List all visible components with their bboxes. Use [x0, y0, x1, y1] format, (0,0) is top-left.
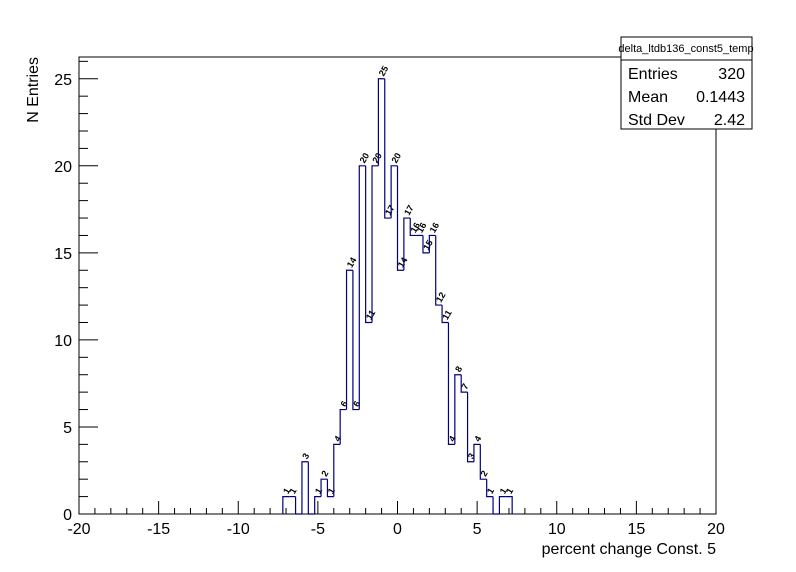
histogram-bin — [441, 305, 449, 324]
histogram-bin — [326, 479, 334, 498]
histogram-bin — [320, 478, 328, 497]
y-tick-label: 15 — [54, 246, 72, 263]
value-label: 1 — [287, 486, 298, 495]
stats-value: 320 — [718, 66, 745, 83]
value-label: 12 — [434, 290, 448, 304]
value-label: 1 — [485, 486, 496, 495]
x-tick-label: 10 — [548, 521, 566, 538]
histogram-bin — [377, 78, 385, 166]
value-label: 14 — [396, 256, 410, 270]
x-tick-label: -10 — [227, 521, 250, 538]
value-label: 20 — [389, 151, 403, 165]
value-label: 1 — [281, 486, 292, 495]
stats-frame — [620, 36, 753, 130]
value-label: 15 — [421, 238, 435, 252]
value-label: 7 — [459, 382, 470, 391]
y-tick-label: 0 — [63, 507, 72, 524]
y-tick-label: 25 — [54, 72, 72, 89]
value-label: 1 — [498, 486, 509, 495]
histogram-bin — [314, 495, 322, 514]
histogram-bin — [352, 270, 360, 411]
value-label: 20 — [370, 151, 384, 165]
stats-value: 2.42 — [714, 112, 745, 129]
histogram-bin — [486, 479, 494, 498]
histogram-bin — [409, 218, 417, 237]
value-label: 25 — [377, 64, 391, 78]
y-tick-label: 10 — [54, 333, 72, 350]
value-label: 17 — [402, 203, 416, 217]
value-label: 4 — [472, 434, 483, 443]
histogram-bin — [365, 165, 373, 324]
histogram-bin — [435, 235, 443, 306]
value-label: 1 — [326, 486, 337, 495]
y-tick-label: 5 — [63, 420, 72, 437]
x-tick-label: 20 — [707, 521, 725, 538]
histogram-bin — [301, 461, 309, 514]
x-tick-label: -20 — [67, 521, 90, 538]
histogram-bin — [460, 374, 468, 393]
histogram-bin — [403, 217, 411, 271]
histogram-bin — [396, 165, 404, 271]
y-axis-label: N Entries — [25, 57, 42, 123]
histogram-bin — [505, 495, 513, 514]
value-label: 2 — [479, 469, 490, 478]
histogram-bin — [384, 78, 392, 219]
x-axis-label: percent change Const. 5 — [542, 541, 716, 558]
y-tick-label: 20 — [54, 159, 72, 176]
histogram-bin — [428, 234, 436, 253]
x-tick-label: -5 — [311, 521, 325, 538]
value-label: 11 — [440, 308, 453, 321]
histogram-bin — [498, 495, 506, 514]
value-label: 8 — [453, 364, 464, 373]
histogram-bin — [422, 235, 430, 254]
stats-value: 0.1443 — [696, 89, 745, 106]
histogram-bin — [282, 495, 290, 514]
value-label: 14 — [345, 256, 359, 270]
value-label: 16 — [428, 221, 442, 235]
stats-label: Mean — [628, 89, 668, 106]
histogram-bin — [466, 392, 474, 463]
histogram-bin — [447, 322, 455, 445]
histogram-bin — [333, 443, 341, 497]
value-label: 4 — [332, 434, 343, 443]
histogram-bin — [345, 269, 353, 410]
value-label: 16 — [408, 221, 422, 235]
value-label: 3 — [466, 451, 477, 460]
value-label: 11 — [364, 308, 377, 321]
stats-title: delta_ltdb136_const5_temp — [618, 43, 753, 55]
histogram-bin — [294, 496, 302, 515]
stats-box: delta_ltdb136_const5_temp Entries 320 Mean… — [618, 36, 754, 130]
value-label: 1 — [504, 486, 515, 495]
stats-label: Entries — [628, 66, 678, 83]
stats-label: Std Dev — [628, 112, 685, 129]
value-label: 1 — [313, 486, 324, 495]
histogram-bin — [307, 461, 315, 515]
value-label: 17 — [383, 203, 397, 217]
histogram-bin — [473, 443, 481, 462]
histogram-bin — [339, 408, 347, 445]
histogram-bin — [479, 444, 487, 480]
value-label: 2 — [319, 469, 330, 478]
histogram-bin — [390, 165, 398, 219]
histogram-bin — [454, 374, 462, 445]
x-tick-label: 15 — [627, 521, 645, 538]
x-tick-label: 0 — [393, 521, 402, 538]
value-label: 3 — [300, 451, 311, 460]
histogram-bin — [358, 165, 366, 410]
histogram-bin — [371, 165, 379, 323]
value-label: 6 — [351, 399, 362, 408]
value-label: 6 — [338, 399, 349, 408]
histogram-bin — [492, 496, 500, 515]
value-label: 16 — [415, 221, 429, 235]
value-label: 20 — [358, 151, 372, 165]
x-tick-label: 5 — [473, 521, 482, 538]
x-tick-label: -15 — [147, 521, 170, 538]
value-label: 4 — [447, 434, 458, 443]
